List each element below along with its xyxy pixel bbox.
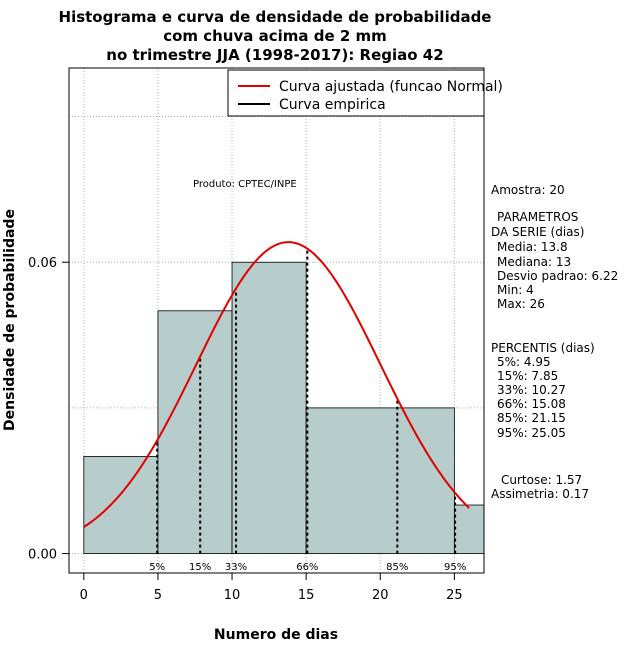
- normal-fit-curve: [83, 241, 470, 528]
- histogram-bar: [157, 310, 233, 554]
- legend: Curva ajustada (funcao Normal) Curva emp…: [227, 69, 503, 117]
- stat-p95: 95%: 25.05: [497, 426, 566, 440]
- x-axis: 0 5 10 15 20 25: [80, 572, 463, 603]
- stat-p85: 85%: 21.15: [497, 411, 566, 425]
- stat-params-title-1: PARAMETROS: [497, 210, 578, 224]
- histogram-bar: [453, 504, 485, 554]
- percentile-label: 85%: [386, 562, 408, 573]
- percentile-label: 15%: [189, 562, 211, 573]
- legend-box: [227, 69, 485, 117]
- legend-label-fit: Curva ajustada (funcao Normal): [279, 79, 503, 95]
- y-axis-label: Densidade de probabilidade: [2, 209, 18, 431]
- percentile-labels: 5% 15% 33% 66% 85% 95%: [149, 562, 466, 573]
- y-tick-label: 0.06: [28, 256, 57, 271]
- stats-panel: Amostra: 20 PARAMETROS DA SERIE (dias) M…: [491, 183, 618, 501]
- x-tick-label: 0: [80, 588, 88, 603]
- y-tick-label: 0.00: [28, 548, 57, 563]
- stat-params-title-2: DA SERIE (dias): [491, 225, 584, 239]
- percentile-label: 5%: [149, 562, 165, 573]
- histogram-bar: [83, 456, 159, 554]
- x-tick-label: 15: [298, 588, 315, 603]
- stat-p66: 66%: 15.08: [497, 397, 566, 411]
- x-tick-label: 5: [154, 588, 162, 603]
- stat-percentiles-title: PERCENTIS (dias): [491, 341, 595, 355]
- percentile-label: 95%: [444, 562, 466, 573]
- percentile-lines: [156, 248, 457, 554]
- y-axis: 0.00 0.06: [28, 256, 70, 563]
- stat-median: Mediana: 13: [497, 255, 571, 269]
- percentile-label: 66%: [296, 562, 318, 573]
- stat-min: Min: 4: [497, 283, 534, 297]
- x-axis-label: Numero de dias: [214, 627, 338, 643]
- stat-p5: 5%: 4.95: [497, 355, 551, 369]
- histogram-bars: [83, 261, 485, 554]
- stat-mean: Media: 13.8: [497, 240, 568, 254]
- x-tick-label: 25: [446, 588, 463, 603]
- x-tick-label: 20: [372, 588, 389, 603]
- stat-kurtosis: Curtose: 1.57: [501, 473, 582, 487]
- histogram-bar: [305, 407, 455, 554]
- product-annotation: Produto: CPTEC/INPE: [193, 179, 297, 190]
- stat-p15: 15%: 7.85: [497, 369, 558, 383]
- legend-label-empirical: Curva empirica: [279, 97, 386, 113]
- chart-title-line-1: Histograma e curva de densidade de proba…: [59, 8, 492, 26]
- chart-title-line-2: com chuva acima de 2 mm: [163, 27, 387, 45]
- stat-max: Max: 26: [497, 297, 545, 311]
- stat-sd: Desvio padrao: 6.22: [497, 269, 618, 283]
- stat-sample: Amostra: 20: [491, 183, 565, 197]
- chart-title-line-3: no trimestre JJA (1998-2017): Regiao 42: [106, 46, 443, 64]
- stat-p33: 33%: 10.27: [497, 383, 566, 397]
- percentile-label: 33%: [225, 562, 247, 573]
- stat-skewness: Assimetria: 0.17: [491, 487, 589, 501]
- x-tick-label: 10: [224, 588, 241, 603]
- histogram-bar: [231, 261, 307, 554]
